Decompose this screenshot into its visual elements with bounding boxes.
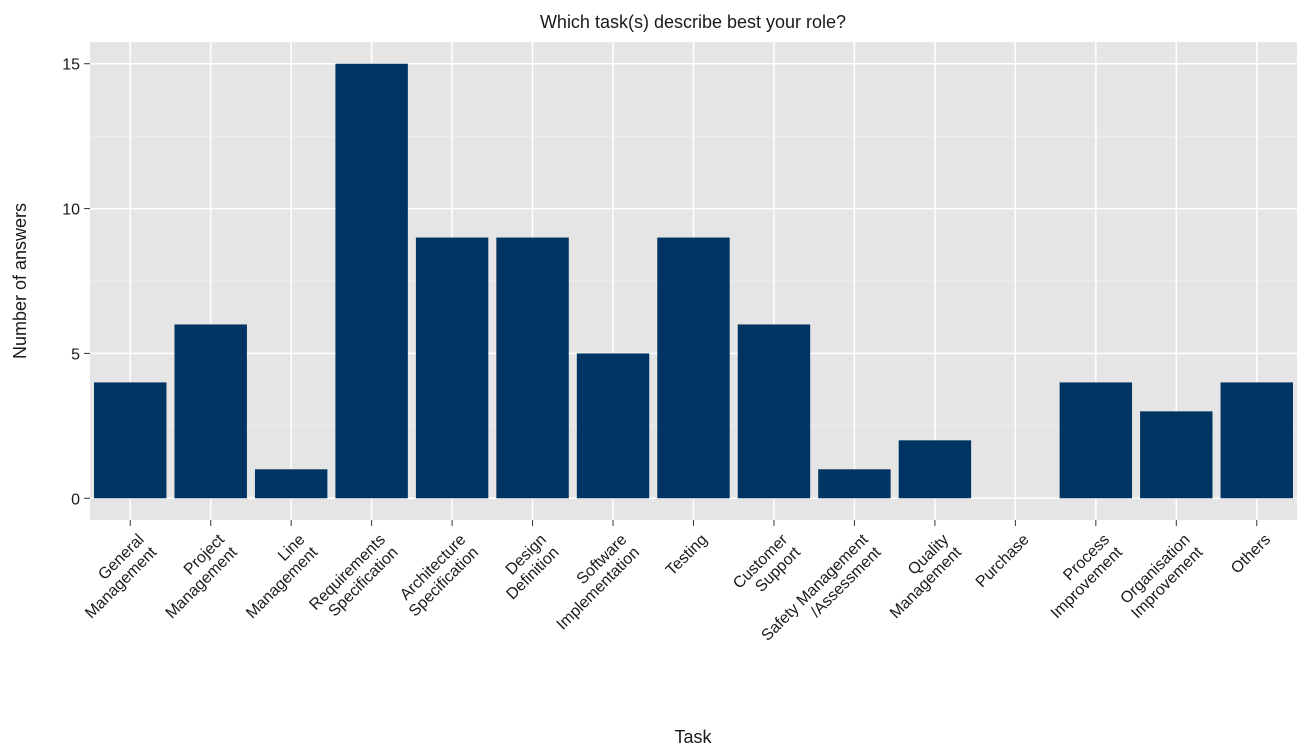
bar — [737, 324, 811, 499]
bar — [576, 353, 650, 499]
x-tick-label: Purchase — [973, 531, 1033, 591]
y-tick-label: 15 — [62, 57, 80, 74]
bar — [657, 237, 730, 499]
bar — [1140, 411, 1213, 499]
bar — [1220, 382, 1293, 499]
x-tick-label: ArchitectureSpecification — [393, 531, 482, 620]
x-axis-title: Task — [674, 727, 712, 747]
bar — [415, 237, 489, 499]
y-tick-label: 5 — [71, 346, 80, 363]
bar — [898, 440, 972, 499]
x-tick-label: LineManagement — [230, 531, 321, 622]
chart-title: Which task(s) describe best your role? — [540, 12, 846, 32]
y-axis-title: Number of answers — [10, 203, 30, 359]
x-tick-label: OrganisationImprovement — [1116, 531, 1207, 622]
x-tick-label: Others — [1228, 531, 1274, 577]
x-tick-label: CustomerSupport — [730, 531, 804, 605]
x-tick-label: DesignDefinition — [491, 531, 563, 603]
y-tick-label: 0 — [71, 491, 80, 508]
x-tick-label: ProjectManagement — [150, 531, 241, 622]
bar — [94, 382, 167, 499]
x-tick-label: GeneralManagement — [69, 531, 160, 622]
y-tick-label: 10 — [62, 202, 80, 219]
bar — [335, 63, 408, 499]
bar — [496, 237, 569, 499]
bar — [818, 469, 891, 499]
bar — [254, 469, 328, 499]
x-tick-label: ProcessImprovement — [1035, 531, 1126, 622]
bar — [1059, 382, 1133, 499]
x-tick-label: QualityManagement — [874, 531, 965, 622]
x-tick-label: SoftwareImplementation — [541, 531, 643, 633]
x-tick-label: RequirementsSpecification — [306, 531, 401, 626]
bar — [174, 324, 247, 499]
x-tick-label: Testing — [663, 531, 711, 579]
